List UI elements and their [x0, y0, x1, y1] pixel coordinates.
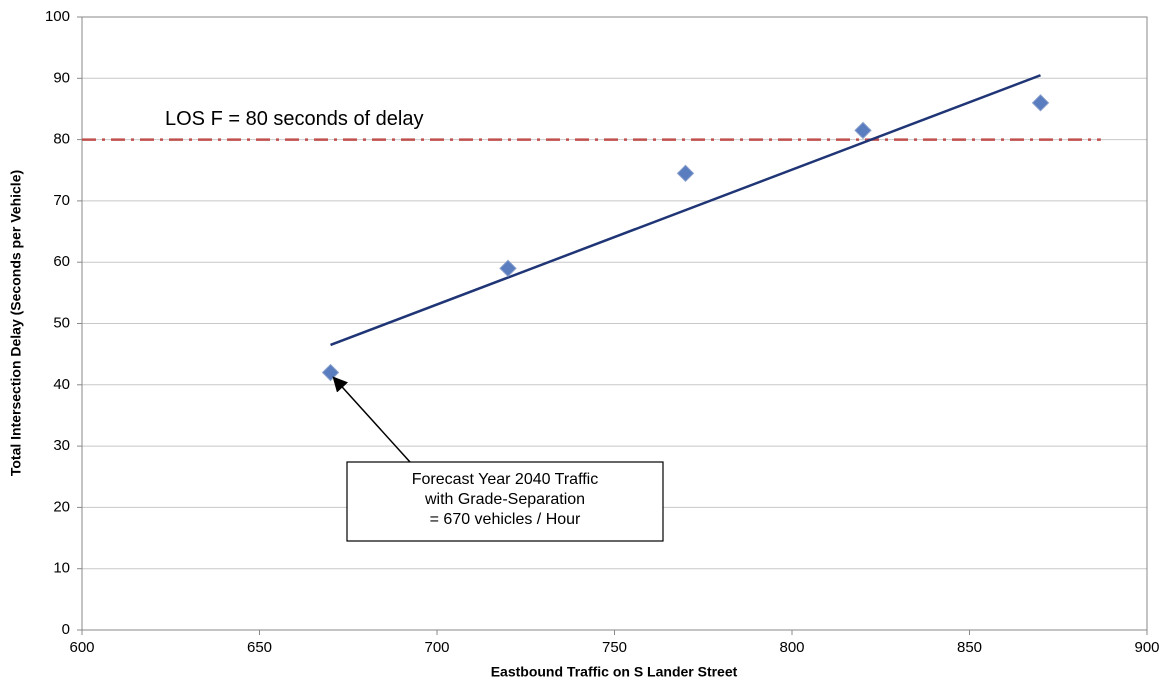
x-tick-label: 900	[1134, 639, 1159, 656]
point	[499, 259, 517, 278]
threshold-label: LOS F = 80 seconds of delay	[165, 108, 424, 130]
x-tick-label: 750	[602, 639, 627, 656]
trendline	[330, 74, 1041, 347]
y-tick-label: 10	[53, 560, 70, 577]
point	[321, 363, 340, 382]
x-tick-label: 600	[69, 639, 94, 656]
y-tick-label: 70	[53, 192, 70, 209]
y-tick-label: 20	[53, 498, 70, 515]
point	[854, 121, 872, 140]
x-tick-label: 650	[247, 639, 272, 656]
annotation-box	[346, 461, 664, 542]
annotation-text: with Grade-Separation	[424, 491, 585, 508]
y-tick-label: 40	[53, 376, 70, 393]
point	[1031, 94, 1050, 112]
y-tick-label: 0	[62, 621, 70, 638]
x-tick-label: 850	[957, 639, 982, 656]
y-tick-label: 80	[53, 131, 70, 148]
x-tick-label: 800	[779, 639, 804, 656]
annotation-arrow	[332, 376, 411, 463]
y-tick-label: 90	[53, 69, 70, 86]
point	[676, 164, 695, 183]
x-axis-label: Eastbound Traffic on S Lander Street	[491, 664, 738, 680]
y-tick-label: 60	[53, 253, 70, 270]
annotation-text: = 670 vehicles / Hour	[430, 511, 581, 528]
x-tick-label: 700	[424, 639, 449, 656]
plot-frame	[81, 16, 1148, 631]
y-tick-label: 100	[45, 8, 70, 25]
y-tick-label: 30	[53, 437, 70, 454]
y-axis-label: Total Intersection Delay (Seconds per Ve…	[8, 170, 24, 476]
annotation-text: Forecast Year 2040 Traffic	[412, 471, 598, 488]
y-tick-label: 50	[53, 314, 70, 331]
